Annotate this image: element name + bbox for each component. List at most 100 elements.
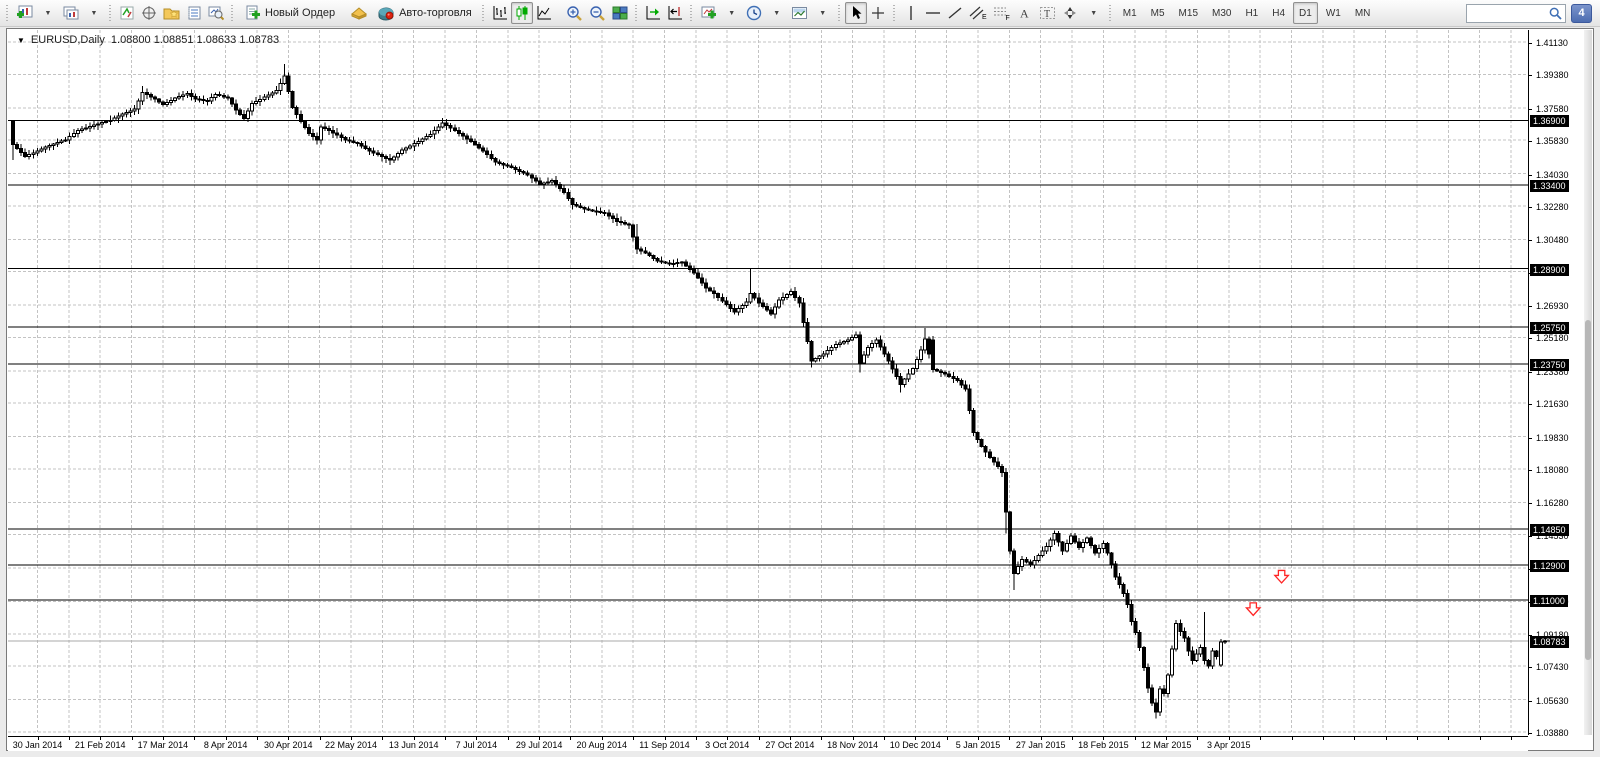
- date-tick-mark: [883, 737, 885, 740]
- date-tick-mark: [789, 737, 791, 740]
- cursor-button[interactable]: [844, 2, 867, 24]
- date-tick-mark: [1072, 737, 1074, 740]
- level-lines[interactable]: [8, 119, 1528, 601]
- chevron-down-icon[interactable]: ▼: [17, 35, 25, 45]
- indicators-dropdown[interactable]: ▼: [728, 9, 736, 17]
- autotrading-button[interactable]: Авто-торговля: [371, 2, 478, 24]
- auto-scroll-button[interactable]: [642, 2, 664, 24]
- price-tick-mark: [1529, 338, 1532, 340]
- tile-windows-icon: [612, 6, 628, 20]
- price-tick-mark: [1529, 206, 1532, 208]
- timeframe-m5[interactable]: M5: [1150, 7, 1165, 19]
- new-order-button[interactable]: Новый Ордер: [238, 2, 341, 24]
- toolbar-grip[interactable]: [835, 3, 843, 23]
- zoom-in-button[interactable]: [563, 2, 586, 24]
- timeframe-m1[interactable]: M1: [1122, 7, 1137, 19]
- data-window-button[interactable]: [138, 2, 160, 24]
- timeframe-h1[interactable]: H1: [1245, 7, 1259, 19]
- date-tick-mark: [978, 737, 979, 740]
- date-tick-mark: [131, 737, 133, 740]
- periods-dropdown[interactable]: ▼: [773, 9, 781, 17]
- terminal-button[interactable]: [183, 2, 205, 24]
- date-label: 8 Apr 2014: [203, 740, 248, 750]
- templates-button[interactable]: [788, 2, 811, 24]
- toolbar-grip[interactable]: [1106, 3, 1114, 23]
- periods-button[interactable]: [743, 2, 765, 24]
- date-label: 22 May 2014: [324, 740, 378, 750]
- price-axis[interactable]: 1.41130 1.39380 1.37580 1.35830 1.34030 1.322…: [1528, 30, 1592, 738]
- tile-windows-button[interactable]: [609, 2, 631, 24]
- timeframe-m15[interactable]: M15: [1178, 7, 1198, 19]
- templates-icon: [791, 7, 807, 19]
- scrollbar-thumb[interactable]: [1585, 320, 1591, 660]
- price-tick-mark: [1529, 503, 1532, 505]
- chart-window: ▼ EURUSD,Daily 1.08800 1.08851 1.08633 1…: [6, 28, 1594, 751]
- date-label: 13 Jun 2014: [388, 740, 439, 750]
- toolbar-grip[interactable]: [4, 3, 11, 23]
- chart-plot-area[interactable]: [8, 30, 1528, 736]
- templates-dropdown[interactable]: ▼: [819, 9, 827, 17]
- text-button[interactable]: A: [1014, 2, 1036, 24]
- price-tick-mark: [1529, 437, 1532, 439]
- date-tick-mark: [1510, 737, 1512, 740]
- chart-shift-button[interactable]: [664, 2, 686, 24]
- toolbar-grip[interactable]: [479, 3, 487, 23]
- date-tick-mark: [1260, 737, 1262, 740]
- candlestick-chart-button[interactable]: [510, 2, 533, 24]
- navigator-icon: [163, 8, 180, 20]
- horizontal-line-button[interactable]: [922, 2, 944, 24]
- timeframe-w1[interactable]: W1: [1325, 7, 1341, 19]
- timeframe-d1[interactable]: D1: [1293, 2, 1318, 24]
- date-tick-mark: [1416, 737, 1418, 740]
- autotrading-icon: [378, 7, 394, 21]
- date-axis[interactable]: 30 Jan 2014 21 Feb 2014 17 Mar 2014 8 Apr 2…: [8, 736, 1528, 751]
- date-tick-mark: [1103, 737, 1105, 740]
- chart-profiles-dropdown[interactable]: ▼: [90, 9, 98, 17]
- timeframe-h4[interactable]: H4: [1272, 7, 1286, 19]
- trendline-button[interactable]: [944, 2, 966, 24]
- price-tick-label: 1.41130: [1536, 38, 1568, 48]
- main-toolbar: ▼ ▼: [0, 0, 1600, 27]
- date-tick-mark: [37, 737, 39, 740]
- chart-profiles-button[interactable]: [59, 2, 82, 24]
- price-tick-label: 1.03880: [1536, 728, 1569, 738]
- new-chart-dropdown[interactable]: ▼: [44, 9, 52, 17]
- toolbar-grip[interactable]: [890, 3, 898, 23]
- toolbar-grip[interactable]: [632, 3, 640, 23]
- date-label: 17 Mar 2014: [137, 740, 189, 750]
- crosshair-button[interactable]: [867, 2, 889, 24]
- arrows-tool-button[interactable]: [1059, 2, 1082, 24]
- metaeditor-button[interactable]: [347, 2, 371, 24]
- market-watch-button[interactable]: [116, 2, 138, 24]
- toolbar-grip[interactable]: [107, 3, 114, 23]
- price-tick-mark: [1529, 371, 1532, 373]
- toolbar-grip[interactable]: [687, 3, 695, 23]
- svg-text:E: E: [982, 14, 987, 21]
- chart-title: ▼ EURUSD,Daily 1.08800 1.08851 1.08633 1…: [17, 34, 279, 46]
- search-icon[interactable]: [1546, 3, 1566, 23]
- bar-chart-button[interactable]: [489, 2, 511, 24]
- new-chart-button[interactable]: [13, 2, 36, 24]
- market-watch-icon: [120, 6, 134, 20]
- toolbar-grip[interactable]: [229, 3, 236, 23]
- trade-arrows[interactable]: [1244, 569, 1290, 617]
- indicators-button[interactable]: [697, 2, 720, 24]
- date-tick-mark: [382, 737, 384, 740]
- zoom-out-button[interactable]: [586, 2, 609, 24]
- timeframe-mn[interactable]: MN: [1354, 7, 1371, 19]
- timeframe-m30[interactable]: M30: [1212, 7, 1232, 19]
- fibonacci-button[interactable]: F: [990, 2, 1014, 24]
- search-input[interactable]: [1466, 3, 1546, 23]
- date-label: 20 Aug 2014: [576, 740, 628, 750]
- date-tick-mark: [1040, 737, 1042, 740]
- level-price-label: 1.25750: [1530, 321, 1569, 334]
- date-tick-mark: [68, 737, 70, 740]
- line-chart-button[interactable]: [533, 2, 555, 24]
- chat-badge-icon[interactable]: 4: [1571, 3, 1592, 23]
- navigator-button[interactable]: [160, 2, 183, 24]
- equidistant-channel-button[interactable]: E: [966, 2, 990, 24]
- vertical-line-button[interactable]: [900, 2, 922, 24]
- strategy-tester-button[interactable]: [205, 2, 227, 24]
- text-label-button[interactable]: T: [1036, 2, 1059, 24]
- arrows-tool-dropdown[interactable]: ▼: [1090, 9, 1098, 17]
